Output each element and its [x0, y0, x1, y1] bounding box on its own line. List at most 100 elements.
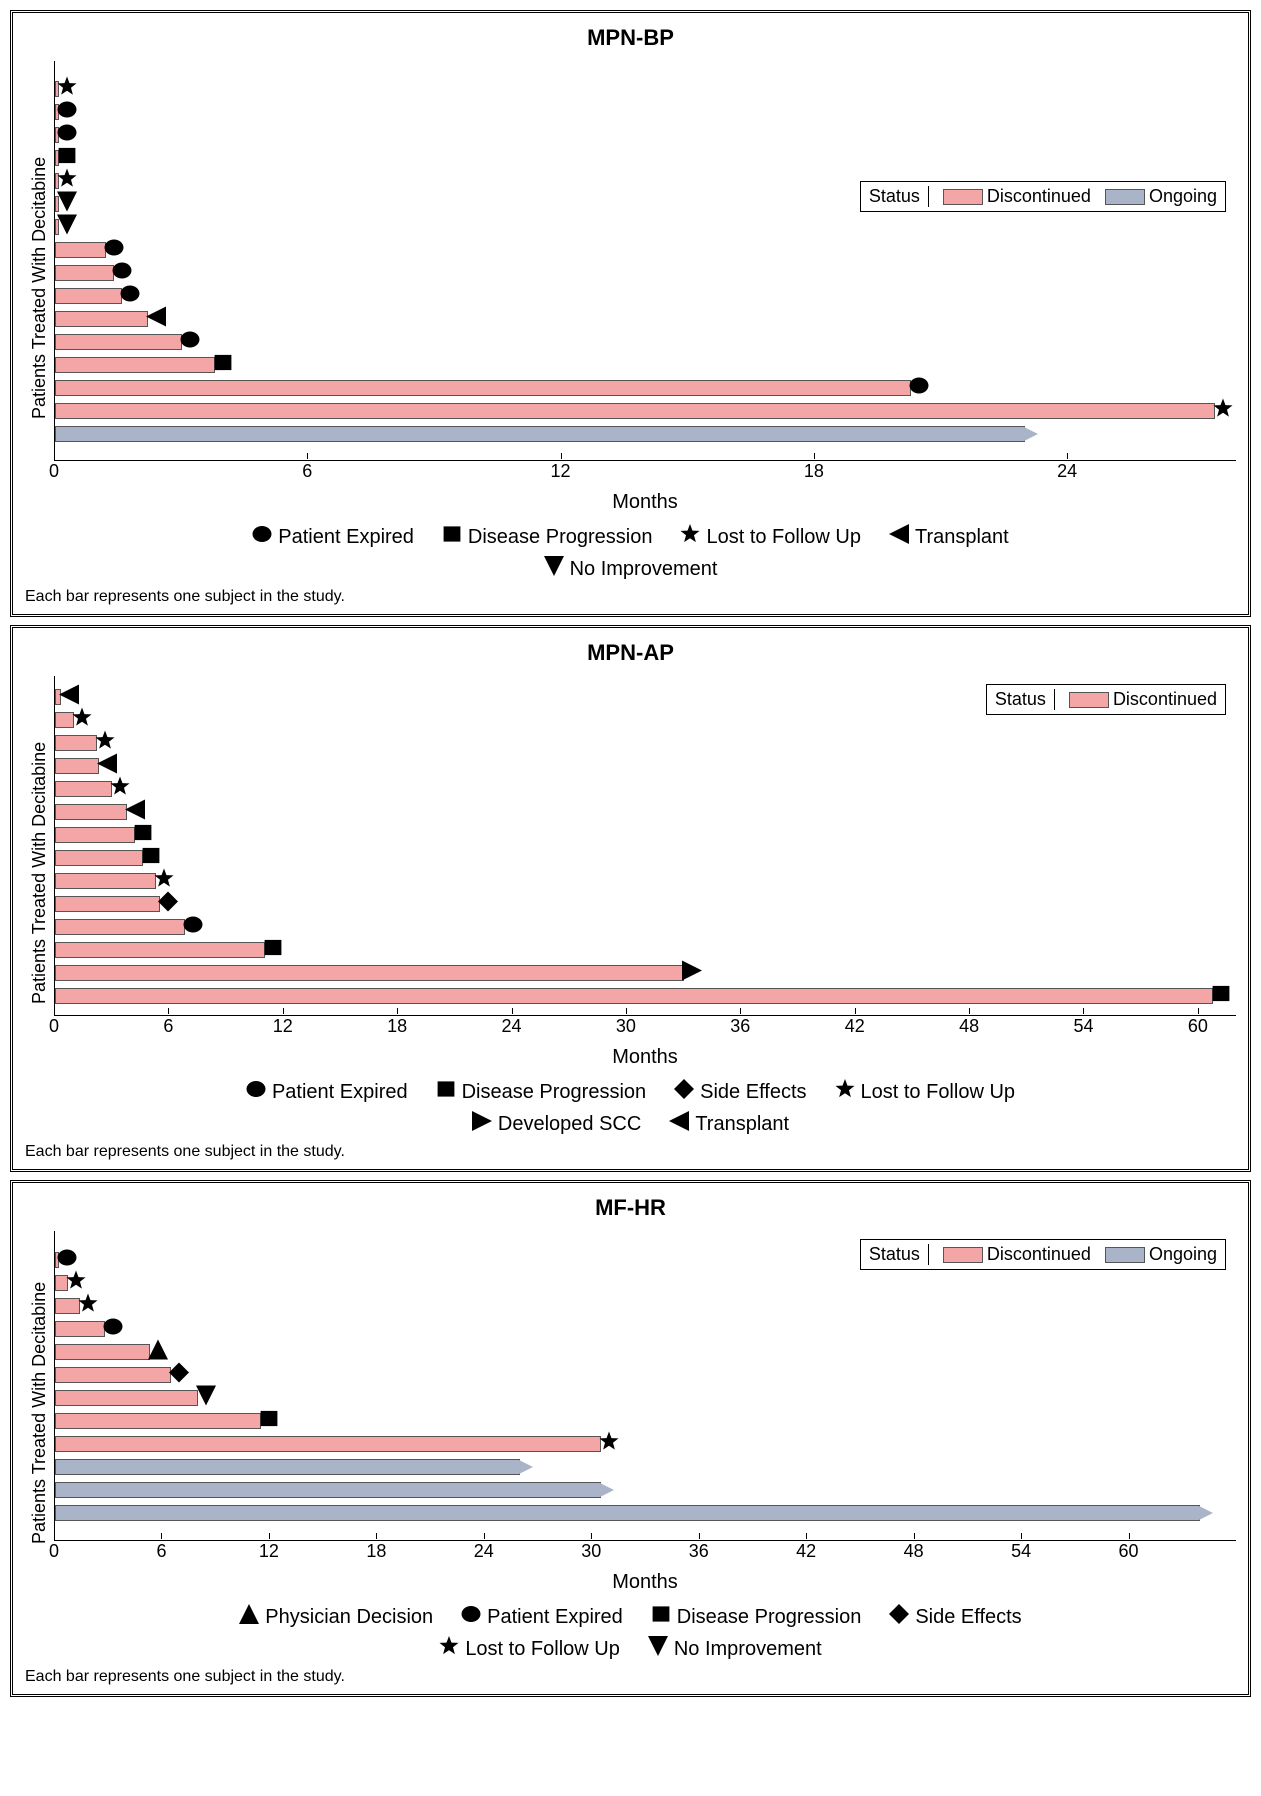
bar-row — [55, 380, 1236, 396]
status-legend-label: Discontinued — [987, 186, 1091, 206]
square-icon — [133, 822, 153, 847]
star-icon — [835, 1079, 855, 1105]
bar-row — [55, 311, 1236, 327]
x-tick: 12 — [273, 1016, 293, 1037]
marker-legend-label: Side Effects — [700, 1081, 806, 1104]
marker-legend-item: Side Effects — [889, 1604, 1021, 1630]
x-tick: 60 — [1188, 1016, 1208, 1037]
x-tick: 54 — [1073, 1016, 1093, 1037]
marker-legend-item: Patient Expired — [246, 1079, 408, 1105]
marker-legend-label: Transplant — [915, 526, 1009, 549]
arrow-icon — [1199, 1506, 1213, 1520]
star-icon — [72, 707, 92, 732]
status-swatch — [1105, 189, 1145, 205]
bar — [55, 1482, 601, 1498]
x-axis-label: Months — [54, 491, 1236, 514]
bar — [55, 426, 1025, 442]
bar-row — [55, 1482, 1236, 1498]
triangle-down-icon — [648, 1636, 668, 1662]
marker-legend-item: Patient Expired — [252, 524, 414, 550]
marker-legend: Patient ExpiredDisease ProgressionLost t… — [181, 524, 1081, 582]
bar — [55, 758, 99, 774]
bar-row — [55, 265, 1236, 281]
x-tick: 0 — [49, 1541, 59, 1562]
status-legend-label: Discontinued — [987, 1244, 1091, 1264]
triangle-left-icon — [889, 524, 909, 550]
bar — [55, 896, 160, 912]
square-icon — [213, 352, 233, 377]
marker-legend-item: Lost to Follow Up — [439, 1636, 620, 1662]
plot: StatusDiscontinuedOngoing — [54, 61, 1236, 461]
x-tick: 42 — [796, 1541, 816, 1562]
circle-icon — [57, 99, 77, 124]
bar — [55, 850, 143, 866]
square-icon — [651, 1604, 671, 1630]
x-tick: 48 — [904, 1541, 924, 1562]
marker-legend-label: Transplant — [695, 1113, 789, 1136]
triangle-right-icon — [682, 960, 702, 985]
star-icon — [599, 1431, 619, 1456]
star-icon — [439, 1636, 459, 1662]
bar-row — [55, 403, 1236, 419]
chart-area: Patients Treated With DecitabineStatusDi… — [25, 61, 1236, 514]
status-legend-item: Discontinued — [943, 1244, 1091, 1265]
marker-legend-label: Patient Expired — [487, 1606, 623, 1629]
bar-row — [55, 242, 1236, 258]
bar-row — [55, 804, 1236, 820]
x-tick: 18 — [366, 1541, 386, 1562]
x-tick: 6 — [156, 1541, 166, 1562]
plot-wrap: StatusDiscontinued06121824303642485460Mo… — [54, 676, 1236, 1069]
x-tick: 18 — [804, 461, 824, 482]
marker-legend-item: Side Effects — [674, 1079, 806, 1105]
diamond-icon — [158, 891, 178, 916]
x-ticks: 06121824 — [54, 461, 1236, 489]
status-legend-label: Ongoing — [1149, 186, 1217, 206]
square-icon — [259, 1408, 279, 1433]
x-axis-label: Months — [54, 1571, 1236, 1594]
triangle-left-icon — [146, 306, 166, 331]
bar — [55, 242, 106, 258]
bar-row — [55, 896, 1236, 912]
bar-row — [55, 1413, 1236, 1429]
footnote: Each bar represents one subject in the s… — [25, 1143, 1236, 1161]
panel-mpn-ap: MPN-APPatients Treated With DecitabineSt… — [10, 625, 1251, 1172]
footnote: Each bar represents one subject in the s… — [25, 588, 1236, 606]
square-icon — [436, 1079, 456, 1105]
status-legend: StatusDiscontinued — [986, 684, 1226, 715]
plot-wrap: StatusDiscontinuedOngoing061218243036424… — [54, 1231, 1236, 1594]
x-tick: 24 — [1057, 461, 1077, 482]
status-legend-title: Status — [995, 689, 1055, 710]
x-tick: 24 — [474, 1541, 494, 1562]
marker-legend-item: Disease Progression — [651, 1604, 862, 1630]
bar-row — [55, 334, 1236, 350]
bar-row — [55, 1436, 1236, 1452]
status-legend: StatusDiscontinuedOngoing — [860, 181, 1226, 212]
square-icon — [1211, 983, 1231, 1008]
bar — [55, 334, 182, 350]
triangle-down-icon — [544, 556, 564, 582]
bar — [55, 1298, 80, 1314]
x-tick: 0 — [49, 1016, 59, 1037]
marker-legend-label: Lost to Follow Up — [861, 1081, 1016, 1104]
x-tick: 60 — [1119, 1541, 1139, 1562]
triangle-right-icon — [472, 1111, 492, 1137]
bar-row — [55, 1459, 1236, 1475]
marker-legend-label: Disease Progression — [468, 526, 653, 549]
diamond-icon — [889, 1604, 909, 1630]
x-tick: 30 — [616, 1016, 636, 1037]
bar-row — [55, 965, 1236, 981]
chart-area: Patients Treated With DecitabineStatusDi… — [25, 1231, 1236, 1594]
bar-row — [55, 758, 1236, 774]
marker-legend-label: Developed SCC — [498, 1113, 641, 1136]
bar-row — [55, 288, 1236, 304]
marker-legend-item: Transplant — [669, 1111, 789, 1137]
panel-mpn-bp: MPN-BPPatients Treated With DecitabineSt… — [10, 10, 1251, 617]
x-ticks: 06121824303642485460 — [54, 1541, 1236, 1569]
bar-row — [55, 735, 1236, 751]
star-icon — [680, 524, 700, 550]
x-tick: 6 — [302, 461, 312, 482]
circle-icon — [461, 1604, 481, 1630]
bar-row — [55, 219, 1236, 235]
footnote: Each bar represents one subject in the s… — [25, 1668, 1236, 1686]
star-icon — [66, 1270, 86, 1295]
